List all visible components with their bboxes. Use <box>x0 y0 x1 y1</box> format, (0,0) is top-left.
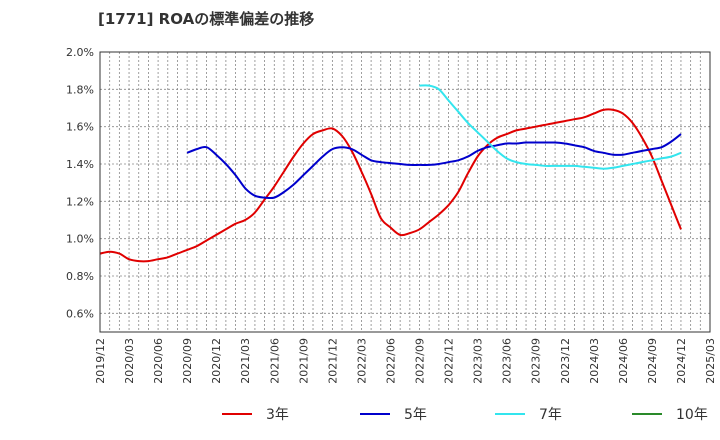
y-axis-ticks: 2.0% 1.8% 1.6% 1.4% 1.2% 1.0% 0.8% 0.6% <box>66 46 94 320</box>
series-lines <box>99 84 682 263</box>
legend: 3年 5年 7年 10年 <box>222 407 708 423</box>
x-tick-label: 2024/03 <box>588 338 601 384</box>
y-tick-label: 1.6% <box>66 121 94 134</box>
y-tick-label: 0.8% <box>66 270 94 283</box>
y-tick-label: 2.0% <box>66 46 94 59</box>
x-tick-label: 2021/12 <box>326 338 339 384</box>
y-tick-label: 1.4% <box>66 158 94 171</box>
x-tick-label: 2020/03 <box>123 338 136 384</box>
x-tick-label: 2020/06 <box>152 338 165 384</box>
x-tick-label: 2023/12 <box>559 338 572 384</box>
x-tick-label: 2025/03 <box>704 338 717 384</box>
x-tick-label: 2024/09 <box>646 338 659 384</box>
x-tick-label: 2022/09 <box>414 338 427 384</box>
y-tick-label: 1.8% <box>66 83 94 96</box>
x-tick-label: 2022/12 <box>443 338 456 384</box>
series-line-0 <box>99 108 682 263</box>
x-tick-label: 2020/12 <box>210 338 223 384</box>
legend-label: 10年 <box>676 407 708 423</box>
chart-title: [1771] ROAの標準偏差の推移 <box>98 10 315 28</box>
x-axis-ticks: 2019/12 2020/03 2020/06 2020/09 2020/12 2021/… <box>94 338 717 384</box>
x-tick-label: 2024/06 <box>617 338 630 384</box>
y-tick-label: 1.2% <box>66 195 94 208</box>
x-tick-label: 2023/06 <box>501 338 514 384</box>
series-line-2 <box>419 84 682 170</box>
x-tick-label: 2022/03 <box>355 338 368 384</box>
x-tick-label: 2021/09 <box>297 338 310 384</box>
y-tick-label: 0.6% <box>66 307 94 320</box>
grid-lines <box>100 51 710 332</box>
plot-frame <box>99 51 711 333</box>
x-tick-label: 2023/09 <box>530 338 543 384</box>
x-tick-label: 2021/03 <box>239 338 252 384</box>
legend-label: 3年 <box>266 407 289 423</box>
legend-label: 5年 <box>404 407 427 423</box>
x-tick-label: 2023/03 <box>472 338 485 384</box>
series-line-1 <box>186 133 682 200</box>
x-tick-label: 2021/06 <box>268 338 281 384</box>
x-tick-label: 2019/12 <box>94 338 107 384</box>
legend-label: 7年 <box>539 407 562 423</box>
x-tick-label: 2022/06 <box>384 338 397 384</box>
y-tick-label: 1.0% <box>66 233 94 246</box>
x-tick-label: 2020/09 <box>181 338 194 384</box>
x-tick-label: 2024/12 <box>675 338 688 384</box>
